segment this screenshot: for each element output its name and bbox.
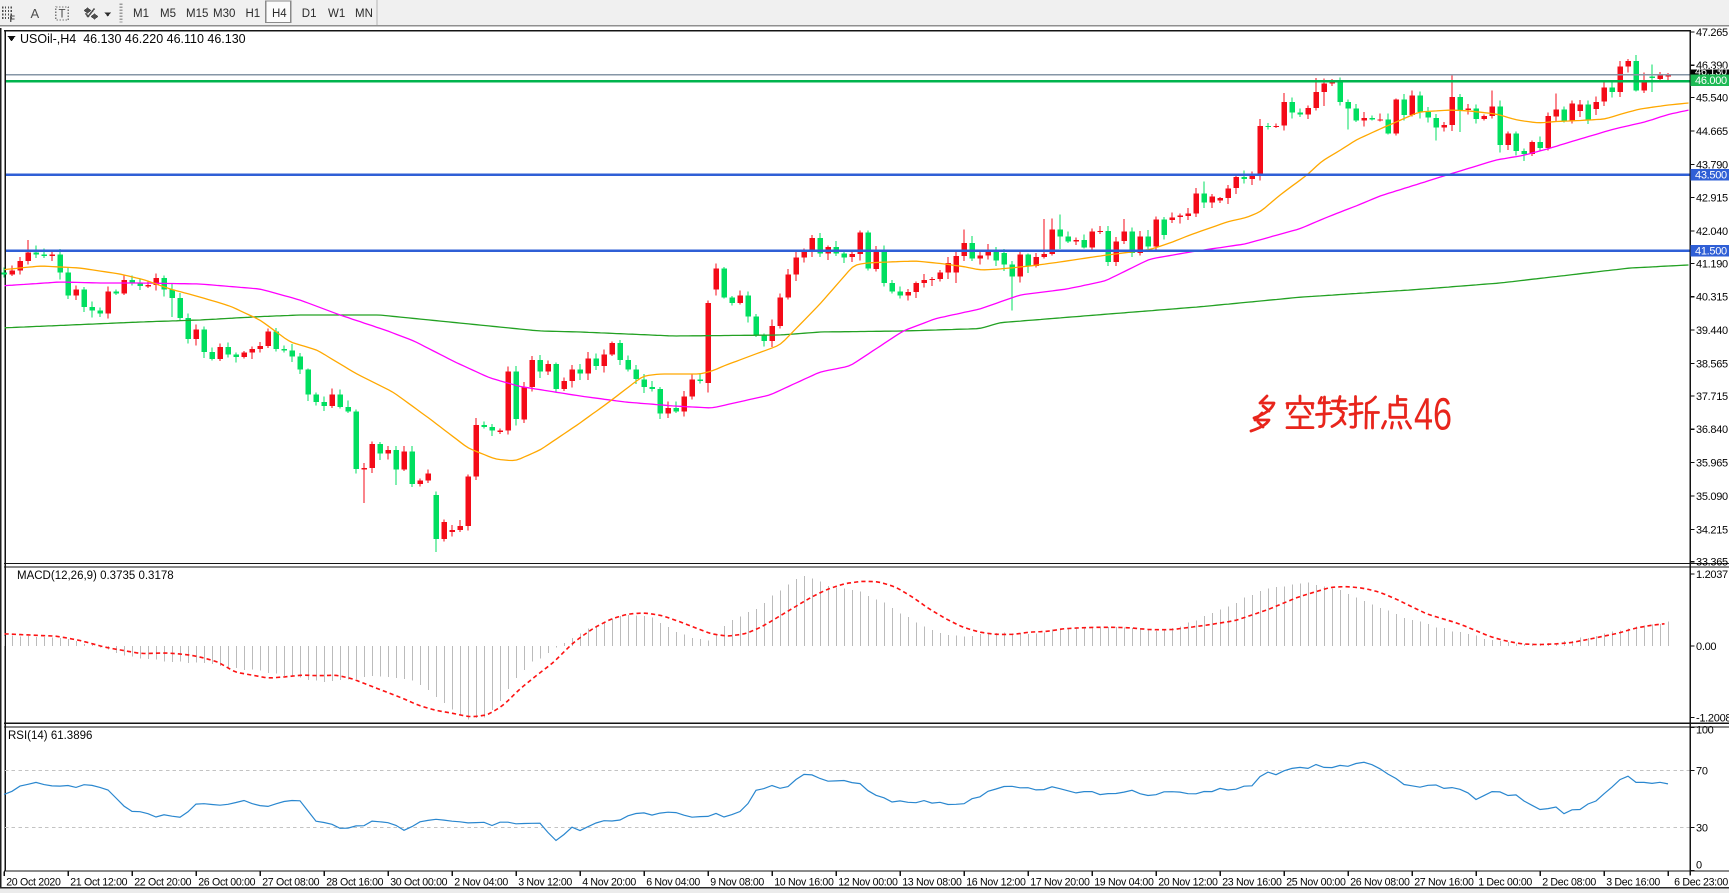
svg-text:2 Nov 04:00: 2 Nov 04:00 [454,877,508,889]
svg-text:M30: M30 [213,8,235,20]
svg-text:100: 100 [1696,725,1714,737]
svg-text:22 Oct 20:00: 22 Oct 20:00 [134,877,191,889]
svg-text:-1.2008: -1.2008 [1696,713,1729,725]
svg-text:41.190: 41.190 [1696,258,1728,270]
svg-text:47.265: 47.265 [1696,27,1728,39]
svg-text:26 Nov 08:00: 26 Nov 08:00 [1350,877,1410,889]
svg-text:0: 0 [1696,859,1702,871]
svg-text:10 Nov 16:00: 10 Nov 16:00 [774,877,834,889]
svg-text:3 Nov 12:00: 3 Nov 12:00 [518,877,572,889]
svg-text:F: F [10,14,16,24]
svg-text:M1: M1 [133,8,149,20]
svg-text:19 Nov 04:00: 19 Nov 04:00 [1094,877,1154,889]
svg-text:6 Nov 04:00: 6 Nov 04:00 [646,877,700,889]
svg-text:45.540: 45.540 [1696,93,1728,105]
svg-text:H1: H1 [246,8,261,20]
svg-text:46.390: 46.390 [1696,60,1728,72]
svg-text:35.090: 35.090 [1696,491,1728,503]
svg-text:25 Nov 00:00: 25 Nov 00:00 [1286,877,1346,889]
svg-text:38.565: 38.565 [1696,358,1728,370]
svg-text:35.965: 35.965 [1696,458,1728,470]
svg-text:20 Nov 12:00: 20 Nov 12:00 [1158,877,1218,889]
svg-text:6 Dec 23:00: 6 Dec 23:00 [1674,877,1728,889]
svg-text:37.715: 37.715 [1696,391,1728,403]
svg-text:42.915: 42.915 [1696,193,1728,205]
svg-text:30 Oct 00:00: 30 Oct 00:00 [390,877,447,889]
svg-text:34.215: 34.215 [1696,524,1728,536]
svg-text:MN: MN [355,8,373,20]
svg-text:0.00: 0.00 [1696,641,1716,653]
svg-text:T: T [59,9,66,21]
svg-text:H4: H4 [272,8,287,20]
svg-text:36.840: 36.840 [1696,424,1728,436]
svg-text:41.500: 41.500 [1695,245,1727,257]
svg-text:M5: M5 [160,8,176,20]
svg-text:4 Nov 20:00: 4 Nov 20:00 [582,877,636,889]
svg-text:46: 46 [1414,389,1452,440]
svg-text:26 Oct 00:00: 26 Oct 00:00 [198,877,255,889]
svg-text:43.790: 43.790 [1696,159,1728,171]
svg-text:MACD(12,26,9) 0.3735 0.3178: MACD(12,26,9) 0.3735 0.3178 [17,570,174,582]
svg-text:39.440: 39.440 [1696,325,1728,337]
svg-text:USOil-,H4 46.130 46.220 46.11: USOil-,H4 46.130 46.220 46.110 46.130 [20,32,246,46]
svg-text:2 Dec 08:00: 2 Dec 08:00 [1542,877,1596,889]
svg-text:28 Oct 16:00: 28 Oct 16:00 [326,877,383,889]
svg-text:16 Nov 12:00: 16 Nov 12:00 [966,877,1026,889]
svg-text:43.500: 43.500 [1695,170,1727,182]
svg-text:27 Nov 16:00: 27 Nov 16:00 [1414,877,1474,889]
svg-text:RSI(14) 61.3896: RSI(14) 61.3896 [8,730,92,742]
svg-text:9 Nov 08:00: 9 Nov 08:00 [710,877,764,889]
svg-text:33.365: 33.365 [1696,557,1728,569]
svg-text:21 Oct 12:00: 21 Oct 12:00 [70,877,127,889]
svg-text:27 Oct 08:00: 27 Oct 08:00 [262,877,319,889]
svg-text:40.315: 40.315 [1696,292,1728,304]
svg-text:A: A [31,6,40,21]
svg-text:17 Nov 20:00: 17 Nov 20:00 [1030,877,1090,889]
svg-text:W1: W1 [328,8,345,20]
svg-text:13 Nov 08:00: 13 Nov 08:00 [902,877,962,889]
svg-text:70: 70 [1696,765,1708,777]
svg-text:42.040: 42.040 [1696,226,1728,238]
svg-text:M15: M15 [186,8,208,20]
svg-text:23 Nov 16:00: 23 Nov 16:00 [1222,877,1282,889]
svg-text:3 Dec 16:00: 3 Dec 16:00 [1606,877,1660,889]
svg-text:30: 30 [1696,823,1708,835]
svg-text:46.000: 46.000 [1695,75,1727,87]
svg-text:20 Oct 2020: 20 Oct 2020 [6,877,61,889]
svg-text:D1: D1 [302,8,317,20]
svg-text:1 Dec 00:00: 1 Dec 00:00 [1478,877,1532,889]
svg-text:44.665: 44.665 [1696,126,1728,138]
svg-text:1.2037: 1.2037 [1696,569,1728,581]
svg-text:12 Nov 00:00: 12 Nov 00:00 [838,877,898,889]
